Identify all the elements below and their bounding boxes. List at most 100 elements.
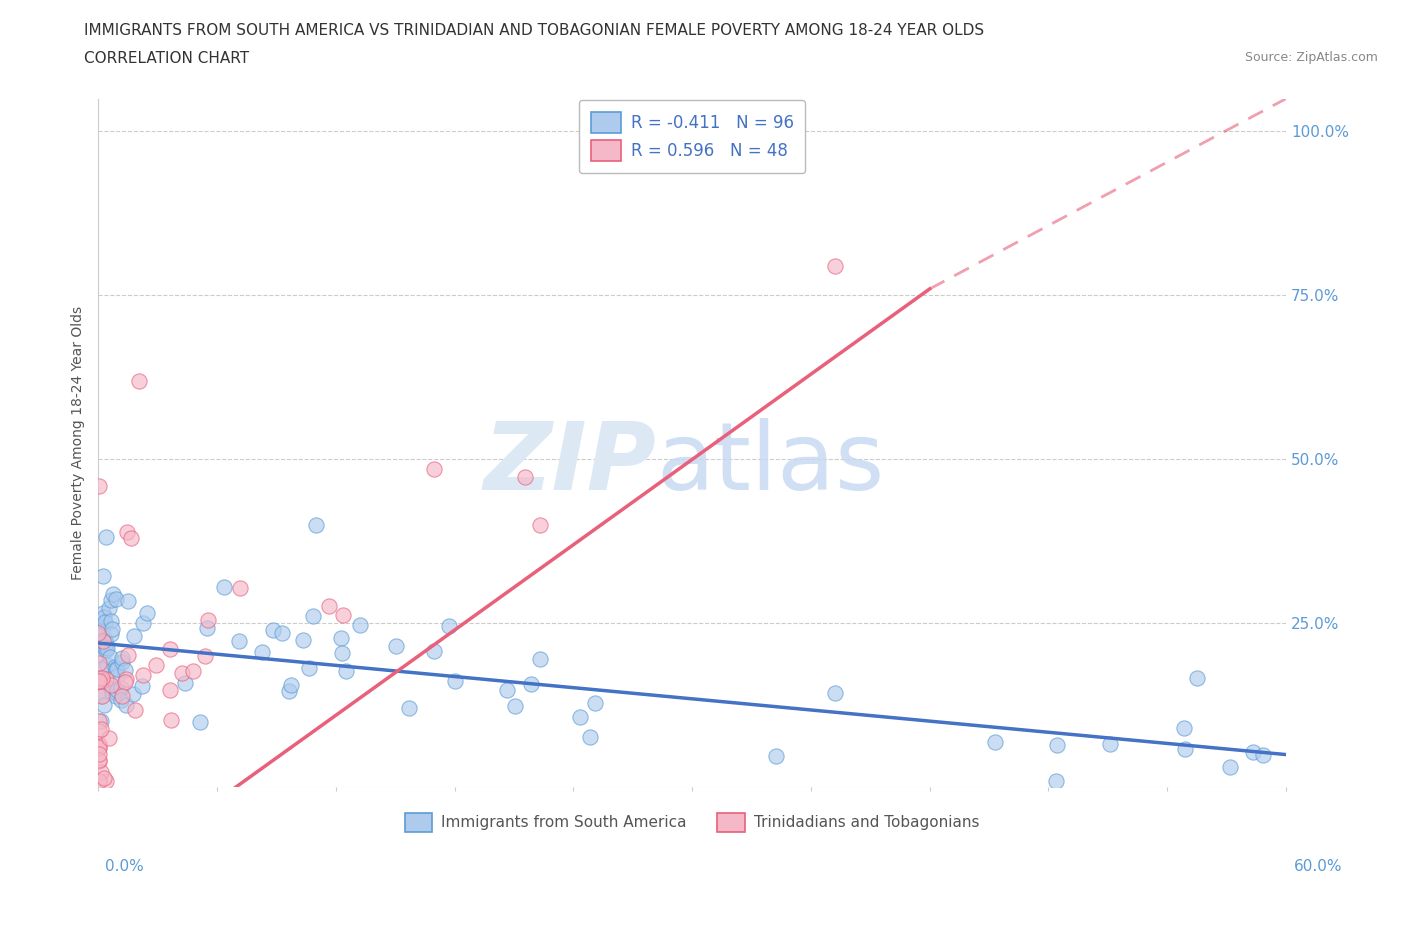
Point — [98, 649, 121, 664]
Point — [98, 730, 121, 745]
Point — [132, 668, 155, 683]
Point — [114, 663, 136, 678]
Point — [110, 693, 132, 708]
Point — [87, 686, 110, 701]
Point — [90, 722, 112, 737]
Point — [160, 712, 183, 727]
Point — [229, 580, 252, 595]
Point — [197, 613, 219, 628]
Point — [110, 681, 132, 696]
Point — [93, 770, 115, 785]
Point — [91, 633, 114, 648]
Legend: Immigrants from South America, Trinidadians and Tobagonians: Immigrants from South America, Trinidadi… — [399, 806, 986, 838]
Point — [105, 683, 128, 698]
Point — [93, 615, 115, 630]
Point — [569, 710, 592, 724]
Point — [444, 673, 467, 688]
Point — [159, 683, 181, 698]
Point — [87, 737, 110, 751]
Point — [271, 625, 294, 640]
Point — [132, 616, 155, 631]
Point — [98, 601, 121, 616]
Point — [188, 714, 211, 729]
Point — [104, 661, 127, 676]
Point — [94, 671, 117, 686]
Text: 60.0%: 60.0% — [1295, 859, 1343, 874]
Point — [212, 579, 235, 594]
Point — [423, 644, 446, 658]
Point — [96, 641, 118, 656]
Y-axis label: Female Poverty Among 18-24 Year Olds: Female Poverty Among 18-24 Year Olds — [72, 306, 86, 580]
Point — [1251, 748, 1274, 763]
Point — [105, 669, 128, 684]
Point — [94, 632, 117, 647]
Text: Source: ZipAtlas.com: Source: ZipAtlas.com — [1244, 51, 1378, 64]
Point — [93, 609, 115, 624]
Point — [159, 642, 181, 657]
Point — [91, 569, 114, 584]
Point — [117, 593, 139, 608]
Point — [385, 639, 408, 654]
Point — [496, 683, 519, 698]
Point — [278, 684, 301, 698]
Point — [111, 651, 134, 666]
Point — [194, 648, 217, 663]
Point — [262, 622, 284, 637]
Point — [228, 633, 250, 648]
Point — [91, 606, 114, 621]
Point — [89, 647, 111, 662]
Point — [145, 658, 167, 672]
Point — [280, 677, 302, 692]
Point — [1098, 737, 1121, 751]
Point — [513, 470, 536, 485]
Point — [172, 665, 194, 680]
Point — [87, 626, 110, 641]
Point — [87, 752, 110, 767]
Point — [93, 698, 115, 712]
Text: 0.0%: 0.0% — [105, 859, 145, 874]
Point — [983, 734, 1005, 749]
Point — [111, 655, 134, 670]
Point — [87, 673, 110, 688]
Point — [90, 689, 112, 704]
Point — [1045, 774, 1067, 789]
Point — [318, 598, 340, 613]
Point — [104, 684, 127, 699]
Point — [174, 675, 197, 690]
Point — [114, 698, 136, 712]
Point — [100, 681, 122, 696]
Point — [122, 629, 145, 644]
Point — [330, 646, 353, 661]
Point — [105, 591, 128, 606]
Text: IMMIGRANTS FROM SOUTH AMERICA VS TRINIDADIAN AND TOBAGONIAN FEMALE POVERTY AMONG: IMMIGRANTS FROM SOUTH AMERICA VS TRINIDA… — [84, 23, 984, 38]
Point — [765, 749, 787, 764]
Point — [128, 373, 150, 388]
Point — [519, 676, 541, 691]
Point — [87, 656, 110, 671]
Point — [529, 518, 551, 533]
Point — [89, 620, 111, 635]
Point — [96, 636, 118, 651]
Point — [398, 700, 420, 715]
Text: ZIP: ZIP — [484, 418, 657, 510]
Point — [90, 713, 112, 728]
Point — [824, 259, 846, 273]
Point — [1185, 671, 1208, 685]
Point — [100, 593, 122, 608]
Text: CORRELATION CHART: CORRELATION CHART — [84, 51, 249, 66]
Point — [131, 678, 153, 693]
Point — [87, 747, 110, 762]
Point — [824, 685, 846, 700]
Point — [100, 677, 122, 692]
Point — [329, 631, 352, 646]
Point — [114, 675, 136, 690]
Point — [1174, 742, 1197, 757]
Point — [298, 660, 321, 675]
Point — [292, 632, 315, 647]
Point — [90, 671, 112, 685]
Point — [90, 688, 112, 703]
Point — [87, 478, 110, 493]
Point — [349, 618, 371, 632]
Point — [104, 659, 127, 674]
Point — [422, 462, 444, 477]
